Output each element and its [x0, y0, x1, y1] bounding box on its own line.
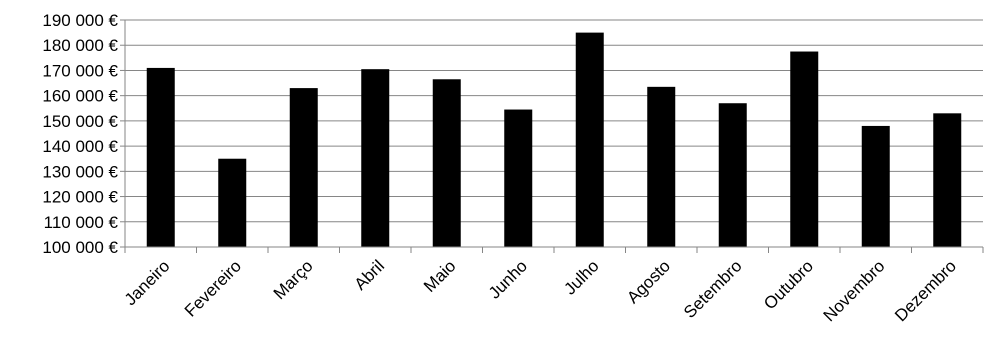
axes: [120, 19, 984, 253]
y-tick-label: 190 000 €: [42, 11, 118, 30]
x-tick-label: Abril: [351, 256, 388, 293]
x-tick-label: Janeiro: [121, 256, 174, 309]
x-tick-label: Junho: [485, 256, 531, 302]
bar-março: [289, 88, 318, 247]
bar-outubro: [790, 51, 819, 248]
y-tick-label: 130 000 €: [42, 162, 118, 181]
x-tick-label: Dezembro: [891, 256, 960, 325]
x-tick-label: Maio: [420, 256, 459, 295]
bar-setembro: [718, 103, 747, 247]
y-tick-label: 140 000 €: [42, 137, 118, 156]
bars: [146, 32, 962, 248]
x-tick-label: Outubro: [760, 256, 817, 313]
bar-agosto: [647, 86, 676, 247]
y-tick-label: 110 000 €: [44, 213, 119, 232]
x-tick-label: Setembro: [680, 256, 746, 322]
x-tick-label: Agosto: [623, 256, 674, 307]
bar-junho: [504, 109, 533, 248]
x-tick-label: Março: [270, 256, 317, 303]
y-tick-label: 170 000 €: [42, 61, 118, 80]
bar-janeiro: [146, 67, 175, 247]
y-axis-tick-labels: 100 000 € 110 000 € 120 000 € 130 000 € 140 …: [42, 11, 118, 257]
y-tick-label: 180 000 €: [42, 36, 118, 55]
y-tick-label: 120 000 €: [42, 188, 118, 207]
y-tick-label: 100 000 €: [42, 238, 118, 257]
y-tick-label: 160 000 €: [42, 87, 118, 106]
bar-maio: [432, 79, 461, 248]
y-tick-label: 150 000 €: [42, 112, 118, 131]
bar-julho: [575, 32, 604, 247]
bar-novembro: [861, 125, 890, 247]
gridlines: [125, 19, 983, 248]
x-tick-label: Novembro: [820, 256, 889, 325]
x-tick-label: Fevereiro: [181, 256, 245, 320]
bar-abril: [361, 69, 390, 247]
x-tick-label: Julho: [560, 256, 602, 298]
x-axis-tick-labels: Janeiro Fevereiro Março Abril Maio Junho Julho…: [121, 256, 960, 325]
bar-dezembro: [933, 113, 962, 247]
bar-fevereiro: [218, 158, 247, 247]
